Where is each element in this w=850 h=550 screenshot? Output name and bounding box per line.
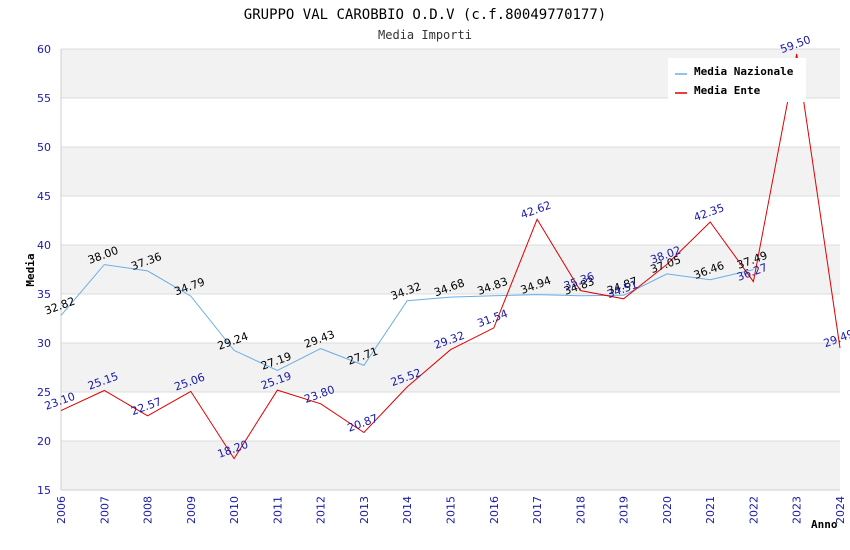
data-label-ente: 42.35 [692,201,726,224]
grid-lines [61,48,840,491]
y-axis-label: Media [24,253,37,286]
x-tick-label: 2015 [445,496,458,524]
x-tick-label: 2009 [185,496,198,524]
x-tick-label: 2006 [55,496,68,524]
plot-band [61,147,840,196]
x-tick-label: 2011 [271,496,284,524]
plot-band [61,245,840,294]
y-tick-label: 40 [37,239,51,252]
chart-title: GRUPPO VAL CAROBBIO O.D.V (c.f.800497701… [244,7,606,23]
plot-band [61,343,840,392]
y-tick-label: 50 [37,141,51,154]
y-tick-label: 35 [37,288,51,301]
y-tick-label: 20 [37,435,51,448]
y-tick-labels: 15 20 25 30 35 40 45 50 55 60 [37,43,51,497]
legend-label: Media Nazionale [694,65,794,78]
x-tick-label: 2016 [488,496,501,524]
series-line-media-nazionale [60,264,754,372]
x-tick-label: 2007 [98,496,111,524]
y-tick-label: 15 [37,484,51,497]
x-tick-label: 2014 [401,496,414,524]
chart-subtitle: Media Importi [378,28,472,42]
x-tick-label: 2023 [791,496,804,524]
data-label-ente: 42.62 [519,199,553,222]
series-lines [60,53,841,460]
x-tick-label: 2010 [228,496,241,524]
legend-box [668,58,806,102]
x-tick-label: 2021 [704,496,717,524]
y-tick-label: 60 [37,43,51,56]
x-tick-label: 2020 [661,496,674,524]
series-line-media-ente [60,53,841,460]
y-tick-label: 55 [37,92,51,105]
x-axis-label: Anno [811,518,838,531]
x-tick-label: 2024 [834,496,847,524]
plot-bands [61,49,840,490]
data-label-ente: 31.54 [476,307,510,330]
legend: Media Nazionale Media Ente [668,58,806,102]
x-tick-label: 2019 [618,496,631,524]
x-tick-label: 2012 [315,496,328,524]
x-tick-label: 2018 [574,496,587,524]
x-tick-label: 2022 [747,496,760,524]
axes [60,49,840,491]
x-tick-label: 2008 [142,496,155,524]
legend-label: Media Ente [694,84,761,97]
y-tick-label: 25 [37,386,51,399]
y-tick-label: 30 [37,337,51,350]
x-tick-labels: 2006 2007 2008 2009 2010 2011 2012 2013 2014 2015… [55,496,847,524]
y-tick-label: 45 [37,190,51,203]
x-tick-label: 2013 [358,496,371,524]
plot-band [61,441,840,490]
x-tick-label: 2017 [531,496,544,524]
